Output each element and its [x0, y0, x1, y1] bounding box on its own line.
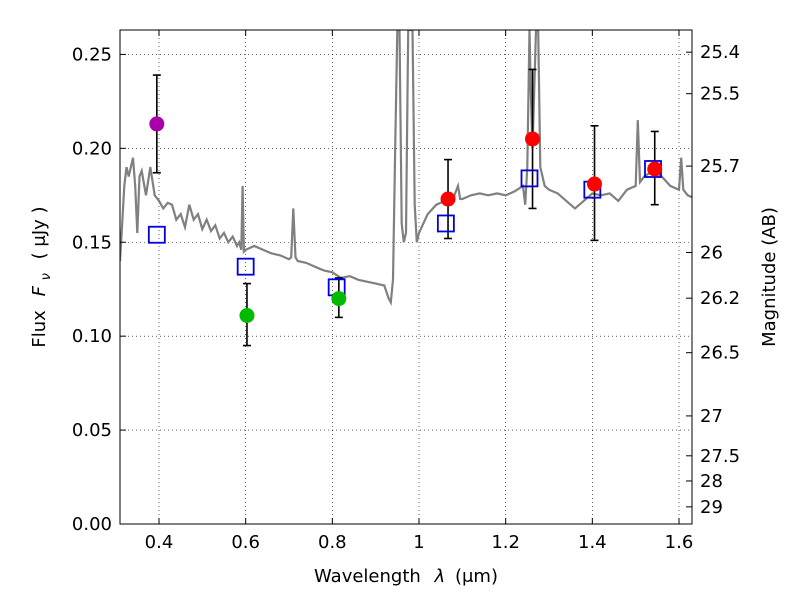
model-spectrum — [120, 30, 692, 307]
y-tick-label: 0.05 — [72, 420, 112, 441]
x-tick-label: 1 — [413, 532, 424, 553]
x-axis-label: Wavelength λ (μm) — [314, 566, 498, 587]
y-axis-label-symbol: F — [29, 285, 50, 296]
model-point-marker — [147, 225, 166, 244]
y2-tick-label: 25.7 — [700, 156, 740, 177]
observed-point-marker — [239, 308, 255, 324]
x-tick-label: 0.4 — [145, 532, 174, 553]
observed-point-marker — [440, 191, 456, 207]
x-axis-label-text: Wavelength — [314, 566, 421, 587]
y-tick-label: 0.25 — [72, 44, 112, 65]
model-points — [147, 160, 662, 297]
y-axis-label-text: Flux — [29, 310, 50, 348]
observed-point-marker — [647, 161, 663, 177]
axis-ticks: 0.4 0.6 0.8 1 1.2 1.4 1.6 0.00 0.05 0.10 0.15 0.20 0… — [72, 30, 740, 553]
grid-lines — [120, 30, 692, 525]
model-point-marker — [436, 214, 455, 233]
model-point-marker — [520, 169, 539, 188]
observed-point-marker — [149, 116, 165, 132]
y-axis-label-subscript: ν — [39, 273, 54, 280]
y-tick-label: 0.10 — [72, 326, 112, 347]
y2-tick-label: 28 — [700, 471, 723, 492]
x-tick-label: 1.6 — [665, 532, 694, 553]
y2-tick-label: 29 — [700, 497, 723, 518]
plot-frame — [119, 29, 693, 525]
x-tick-label: 1.4 — [578, 532, 607, 553]
observed-point-marker — [525, 131, 541, 147]
y-axis-label-unit: ( μJy ) — [29, 206, 50, 259]
x-axis-label-symbol: λ — [434, 566, 446, 587]
y2-tick-label: 26.2 — [700, 288, 740, 309]
y-tick-label: 0.15 — [72, 232, 112, 253]
model-point-marker — [236, 257, 255, 276]
x-tick-label: 0.8 — [318, 532, 347, 553]
model-spectrum-line — [120, 30, 692, 307]
y2-tick-label: 27.5 — [700, 446, 740, 467]
y2-axis-label: Magnitude (AB) — [759, 207, 780, 347]
observed-point-marker — [587, 176, 602, 192]
y-tick-label: 0.20 — [72, 138, 112, 159]
y-axis-label: Flux F ν ( μJy ) — [29, 206, 55, 347]
x-axis-label-unit: (μm) — [455, 566, 498, 587]
y2-tick-label: 25.4 — [700, 42, 740, 63]
y2-tick-label: 27 — [700, 406, 723, 427]
y2-tick-label: 26.5 — [700, 343, 740, 364]
y2-tick-label: 25.5 — [700, 84, 740, 105]
y-tick-label: 0.00 — [72, 514, 112, 535]
y2-tick-label: 26 — [700, 242, 723, 263]
observed-points — [149, 116, 663, 324]
x-tick-label: 1.2 — [491, 532, 520, 553]
observed-point-marker — [331, 291, 347, 307]
x-tick-label: 0.6 — [231, 532, 260, 553]
